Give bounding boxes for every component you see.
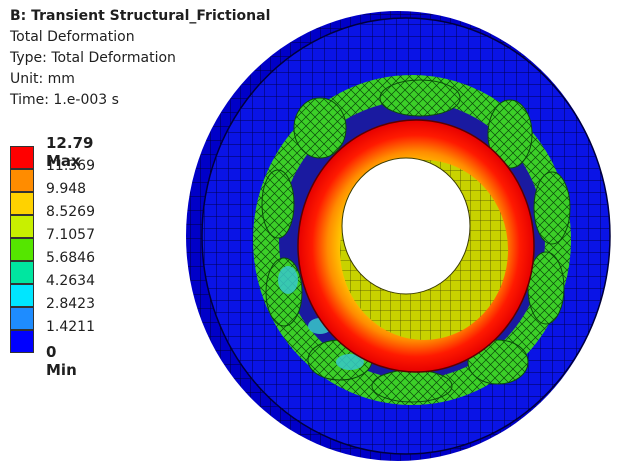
legend-band-5 (10, 238, 210, 261)
legend-band-4 (10, 215, 210, 238)
legend-label: 1.4211 (46, 319, 95, 335)
legend-label: 2.8423 (46, 296, 95, 312)
result-unit: Unit: mm (10, 71, 75, 87)
legend-swatch (10, 284, 34, 307)
result-info: B: Transient Structural_Frictional Total… (10, 6, 270, 111)
legend-label: 7.1057 (46, 227, 95, 243)
result-type: Type: Total Deformation (10, 50, 176, 66)
legend-min-label: 0 Min (46, 343, 77, 379)
legend-swatch (10, 330, 34, 353)
legend-band-9 (10, 330, 210, 353)
legend-label: 5.6846 (46, 250, 95, 266)
legend-band-2 (10, 169, 210, 192)
legend-band-7 (10, 284, 210, 307)
legend-swatch (10, 192, 34, 215)
roller-cage (253, 75, 571, 405)
legend-band-3 (10, 192, 210, 215)
legend-label: 8.5269 (46, 204, 95, 220)
result-name: Total Deformation (10, 29, 135, 45)
legend-swatch (10, 215, 34, 238)
bore-opening (341, 157, 471, 295)
legend-band-8 (10, 307, 210, 330)
legend-label: 4.2634 (46, 273, 95, 289)
legend-swatch (10, 307, 34, 330)
legend-max-label: 12.79 Max (46, 134, 94, 170)
result-time: Time: 1.e-003 s (10, 92, 119, 108)
legend-label: 9.948 (46, 181, 87, 197)
model-viewport[interactable] (180, 0, 623, 461)
legend-swatch (10, 261, 34, 284)
analysis-title: B: Transient Structural_Frictional (10, 8, 271, 24)
legend-swatch (10, 238, 34, 261)
legend-swatch (10, 146, 34, 169)
legend-band-1 (10, 146, 210, 169)
legend-swatch (10, 169, 34, 192)
legend-label: 11.369 (46, 158, 95, 174)
legend-band-6 (10, 261, 210, 284)
